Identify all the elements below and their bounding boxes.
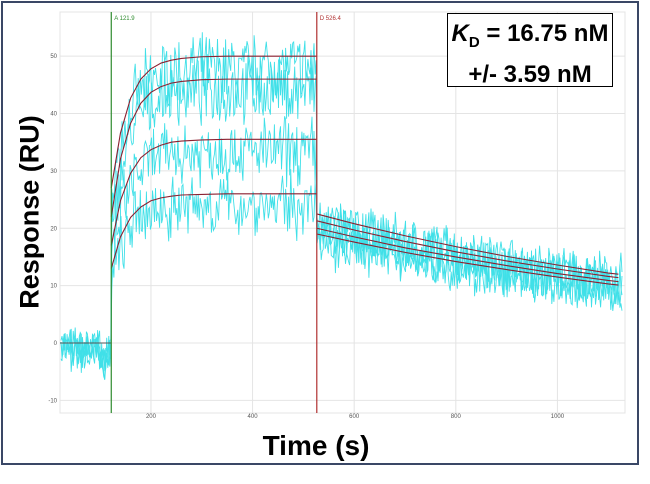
dissociation-fit-curve (316, 227, 619, 283)
kd-value: = 16.75 nM (479, 20, 609, 47)
y-tick-label: -10 (48, 398, 57, 404)
raw-trace (60, 116, 623, 372)
y-tick-label: 30 (50, 169, 57, 175)
kd-annotation-box: KD = 16.75 nM +/- 3.59 nM (447, 13, 613, 88)
y-axis-label: Response (RU) (14, 115, 45, 309)
y-tick-label: 0 (54, 341, 58, 347)
dissociation-fit-curve (316, 233, 619, 286)
kd-symbol: K (451, 20, 469, 47)
x-tick-label: 800 (451, 414, 462, 420)
y-tick-label: 20 (50, 226, 57, 232)
association-fit-curve (110, 193, 317, 269)
raw-trace (60, 54, 623, 370)
y-tick-label: 10 (50, 284, 57, 290)
x-tick-label: 1000 (551, 414, 565, 420)
event-marker-label: A 121.9 (114, 16, 135, 22)
x-tick-label: 200 (146, 414, 157, 420)
plot-area (59, 11, 626, 414)
association-fit-curve (110, 138, 317, 246)
association-fit-curve (110, 55, 317, 189)
x-axis-label: Time (s) (262, 430, 370, 461)
figure-frame (1, 1, 639, 465)
association-fit-curve (110, 78, 317, 217)
event-marker-label: D 526.4 (320, 16, 342, 22)
kd-line: KD = 16.75 nM (448, 18, 612, 59)
dissociation-fit-curve (316, 220, 619, 279)
y-tick-label: 40 (50, 112, 57, 118)
y-tick-label: 50 (50, 54, 57, 60)
kd-subscript: D (468, 33, 480, 51)
kd-error: +/- 3.59 nM (468, 60, 592, 88)
x-tick-label: 400 (248, 414, 259, 420)
raw-trace (60, 169, 623, 380)
x-tick-label: 600 (349, 414, 360, 420)
dissociation-fit-curve (316, 213, 619, 275)
